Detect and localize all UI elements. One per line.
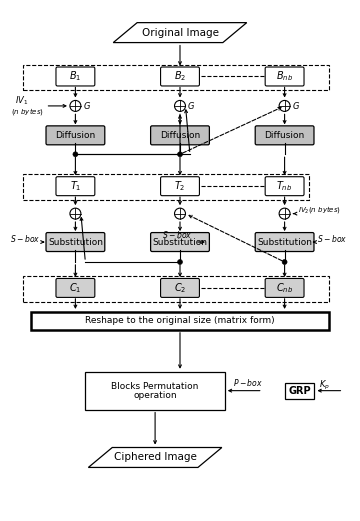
Circle shape xyxy=(175,208,185,219)
FancyBboxPatch shape xyxy=(255,126,314,145)
Text: $B_1$: $B_1$ xyxy=(69,70,82,83)
Text: Diffusion: Diffusion xyxy=(160,131,200,140)
FancyBboxPatch shape xyxy=(56,278,95,297)
Text: $T_1$: $T_1$ xyxy=(69,179,81,193)
Text: G: G xyxy=(188,103,194,111)
Bar xyxy=(31,312,329,330)
Polygon shape xyxy=(113,22,247,43)
FancyBboxPatch shape xyxy=(150,126,210,145)
Bar xyxy=(285,382,315,399)
Circle shape xyxy=(73,152,78,157)
Text: $C_1$: $C_1$ xyxy=(69,281,82,295)
Text: Reshape to the original size (matrix form): Reshape to the original size (matrix for… xyxy=(85,316,275,325)
Text: Substitution: Substitution xyxy=(153,238,207,246)
Text: $S-box$: $S-box$ xyxy=(162,229,192,240)
FancyBboxPatch shape xyxy=(265,177,304,196)
Text: Substitution: Substitution xyxy=(48,238,103,246)
Text: Diffusion: Diffusion xyxy=(55,131,95,140)
Text: operation: operation xyxy=(133,391,177,400)
FancyBboxPatch shape xyxy=(161,67,199,86)
FancyBboxPatch shape xyxy=(46,232,105,252)
Text: $(n\ bytes)$: $(n\ bytes)$ xyxy=(11,106,44,117)
Text: $K_p$: $K_p$ xyxy=(319,379,330,392)
Bar xyxy=(23,174,310,200)
Text: Ciphered Image: Ciphered Image xyxy=(114,452,197,463)
Text: $IV_1$: $IV_1$ xyxy=(15,95,28,107)
Circle shape xyxy=(70,208,81,219)
Circle shape xyxy=(282,259,287,265)
Text: Diffusion: Diffusion xyxy=(265,131,305,140)
Circle shape xyxy=(177,152,183,157)
Bar xyxy=(85,371,225,410)
Text: $B_2$: $B_2$ xyxy=(174,70,186,83)
FancyBboxPatch shape xyxy=(150,232,210,252)
Text: G: G xyxy=(293,103,299,111)
FancyBboxPatch shape xyxy=(56,67,95,86)
Circle shape xyxy=(177,259,183,265)
Text: Blocks Permutation: Blocks Permutation xyxy=(111,382,199,391)
Text: $C_{nb}$: $C_{nb}$ xyxy=(276,281,293,295)
Text: $S-box$: $S-box$ xyxy=(318,233,348,244)
Text: G: G xyxy=(84,103,90,111)
Text: Original Image: Original Image xyxy=(141,28,219,38)
Circle shape xyxy=(279,101,290,111)
Circle shape xyxy=(279,208,290,219)
Text: Substitution: Substitution xyxy=(257,238,312,246)
FancyBboxPatch shape xyxy=(265,67,304,86)
Text: $C_2$: $C_2$ xyxy=(174,281,186,295)
Text: $B_{nb}$: $B_{nb}$ xyxy=(276,70,293,83)
FancyBboxPatch shape xyxy=(255,232,314,252)
Text: $T_{nb}$: $T_{nb}$ xyxy=(276,179,293,193)
Text: $T_2$: $T_2$ xyxy=(174,179,186,193)
FancyBboxPatch shape xyxy=(46,126,105,145)
Text: $IV_2(n\ bytes)$: $IV_2(n\ bytes)$ xyxy=(298,204,341,215)
FancyBboxPatch shape xyxy=(56,177,95,196)
Circle shape xyxy=(70,101,81,111)
Circle shape xyxy=(175,101,185,111)
Bar xyxy=(23,276,329,302)
FancyBboxPatch shape xyxy=(161,177,199,196)
Polygon shape xyxy=(88,448,222,467)
Text: GRP: GRP xyxy=(288,386,311,395)
Text: $P-box$: $P-box$ xyxy=(233,377,263,388)
FancyBboxPatch shape xyxy=(161,278,199,297)
FancyBboxPatch shape xyxy=(265,278,304,297)
Bar xyxy=(23,65,329,91)
Text: $S-box$: $S-box$ xyxy=(10,233,40,244)
